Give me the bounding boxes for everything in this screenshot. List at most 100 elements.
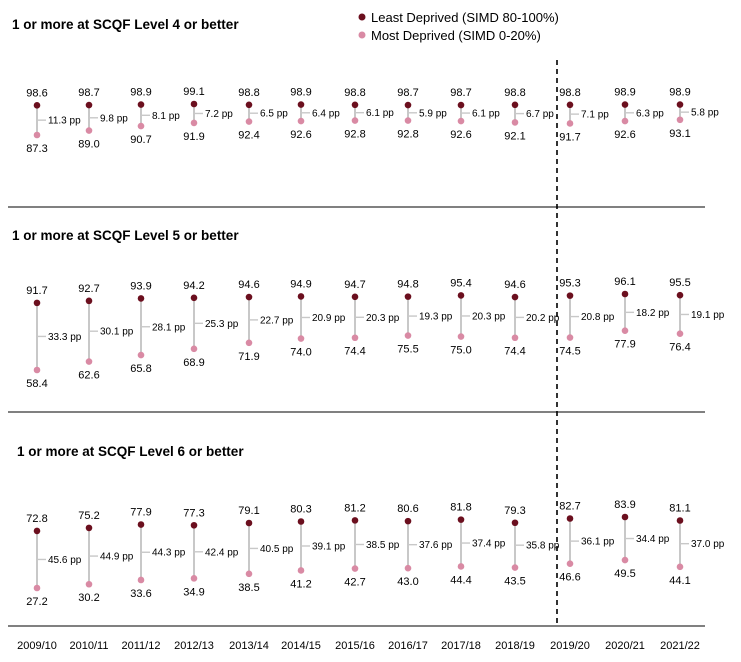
dumbbell-2013-14: 79.1 38.5 40.5 pp xyxy=(238,505,294,594)
least-deprived-label: 80.3 xyxy=(290,504,311,516)
most-deprived-label: 33.6 xyxy=(130,588,151,600)
least-deprived-point xyxy=(621,101,629,108)
dumbbell-2021-22: 95.5 76.4 19.1 pp xyxy=(669,277,725,354)
most-deprived-label: 27.2 xyxy=(26,596,47,608)
gap-unit: pp xyxy=(174,548,186,559)
least-deprived-point xyxy=(351,293,359,301)
least-deprived-label: 99.1 xyxy=(183,86,204,98)
most-deprived-label: 92.4 xyxy=(238,130,259,142)
gap-unit: pp xyxy=(543,109,555,120)
least-deprived-label: 77.9 xyxy=(130,507,151,519)
least-deprived-point xyxy=(457,292,465,299)
x-tick-label: 2012/13 xyxy=(174,640,214,652)
most-deprived-label: 75.5 xyxy=(397,344,418,356)
gap-unit: pp xyxy=(222,109,234,120)
least-deprived-point xyxy=(621,513,629,521)
gap-label: 5.8 pp xyxy=(691,108,719,119)
most-deprived-point xyxy=(351,117,359,124)
most-deprived-point xyxy=(297,335,305,342)
most-deprived-label: 74.4 xyxy=(504,346,525,358)
dumbbell-2012-13: 94.2 68.9 25.3 pp xyxy=(183,280,239,369)
panel-3: 1 or more at SCQF Level 6 or better 72.8 2… xyxy=(17,444,725,608)
gap-label: 6.5 pp xyxy=(260,109,288,120)
panels: 1 or more at SCQF Level 4 or better 98.6 8… xyxy=(12,17,725,608)
gap-unit: pp xyxy=(658,534,670,545)
gap-unit: pp xyxy=(713,310,725,321)
dumbbell-2016-17: 98.7 92.85.9 pp xyxy=(397,87,447,140)
most-deprived-label: 91.9 xyxy=(183,131,204,143)
dumbbell-2016-17: 80.6 43.0 37.6 pp xyxy=(397,503,453,588)
gap-label: 44.9 pp xyxy=(100,552,134,563)
dumbbell-2020-21: 83.9 49.5 34.4 pp xyxy=(614,499,670,580)
least-deprived-label: 98.8 xyxy=(238,87,259,99)
most-deprived-point xyxy=(676,330,684,338)
gap-label: 6.1 pp xyxy=(472,109,500,120)
least-deprived-label: 95.5 xyxy=(669,277,690,289)
most-deprived-point xyxy=(137,576,145,584)
least-deprived-point xyxy=(245,101,253,109)
gap-label: 39.1 pp xyxy=(312,541,346,552)
legend: Least Deprived (SIMD 80-100%) Most Depriv… xyxy=(358,10,559,43)
most-deprived-point xyxy=(190,345,198,353)
gap-label: 20.3 pp xyxy=(472,311,506,322)
most-deprived-label: 90.7 xyxy=(130,134,151,146)
least-deprived-label: 94.2 xyxy=(183,280,204,292)
gap-label: 44.3 pp xyxy=(152,548,186,559)
least-deprived-label: 94.6 xyxy=(238,279,259,291)
gap-unit: pp xyxy=(494,311,506,322)
least-deprived-point xyxy=(457,516,465,523)
least-deprived-label: 98.7 xyxy=(450,87,471,99)
panel-title: 1 or more at SCQF Level 6 or better xyxy=(17,444,244,459)
dumbbell-2013-14: 94.6 71.9 22.7 pp xyxy=(238,279,294,363)
most-deprived-label: 92.6 xyxy=(290,129,311,141)
most-deprived-label: 87.3 xyxy=(26,143,47,155)
most-deprived-point xyxy=(676,116,684,124)
gap-unit: pp xyxy=(174,322,186,333)
least-deprived-label: 94.6 xyxy=(504,279,525,291)
most-deprived-point xyxy=(566,334,574,341)
panel-1: 1 or more at SCQF Level 4 or better 98.6 8… xyxy=(12,17,719,155)
gap-label: 9.8 pp xyxy=(100,113,128,124)
gap-unit: pp xyxy=(658,308,670,319)
gap-unit: pp xyxy=(494,539,506,550)
least-deprived-point xyxy=(404,517,412,525)
least-deprived-label: 98.8 xyxy=(504,87,525,99)
gap-value: 6.1 xyxy=(366,108,380,119)
gap-unit: pp xyxy=(169,111,181,122)
gap-label: 6.4 pp xyxy=(312,108,340,119)
legend-most-marker xyxy=(358,31,366,39)
least-deprived-point xyxy=(85,524,93,532)
least-deprived-point xyxy=(33,299,41,307)
dumbbell-2010-11: 92.7 62.6 30.1 pp xyxy=(78,283,134,382)
gap-label: 7.2 pp xyxy=(205,109,233,120)
most-deprived-point xyxy=(566,560,574,568)
least-deprived-label: 81.2 xyxy=(344,502,365,514)
gap-value: 5.9 xyxy=(419,108,433,119)
gap-unit: pp xyxy=(122,327,134,338)
gap-label: 20.9 pp xyxy=(312,313,346,324)
least-deprived-point xyxy=(137,521,145,528)
gap-value: 6.1 xyxy=(472,109,486,120)
gap-label: 19.3 pp xyxy=(419,312,453,323)
least-deprived-point xyxy=(621,290,629,298)
gap-label: 37.4 pp xyxy=(472,539,506,550)
x-tick-label: 2009/10 xyxy=(17,640,57,652)
least-deprived-label: 98.9 xyxy=(669,87,690,99)
dumbbell-2017-18: 81.8 44.4 37.4 pp xyxy=(450,502,506,587)
most-deprived-point xyxy=(457,117,465,125)
most-deprived-point xyxy=(137,351,145,359)
x-axis: 2009/10 2010/11 2011/12 2012/13 2013/14 2014/… xyxy=(17,640,700,652)
least-deprived-point xyxy=(85,101,93,109)
legend-least-label: Least Deprived (SIMD 80-100%) xyxy=(371,10,559,25)
x-tick-label: 2016/17 xyxy=(388,640,428,652)
gap-value: 40.5 xyxy=(260,544,280,555)
gap-unit: pp xyxy=(70,332,82,343)
dumbbell-2010-11: 98.7 89.0 9.8 pp xyxy=(78,87,128,150)
least-deprived-label: 83.9 xyxy=(614,499,635,511)
gap-value: 6.3 xyxy=(636,108,650,119)
most-deprived-point xyxy=(404,564,412,572)
most-deprived-label: 42.7 xyxy=(344,577,365,589)
gap-value: 6.4 xyxy=(312,108,326,119)
gap-label: 34.4 pp xyxy=(636,534,670,545)
gap-value: 18.2 xyxy=(636,308,656,319)
